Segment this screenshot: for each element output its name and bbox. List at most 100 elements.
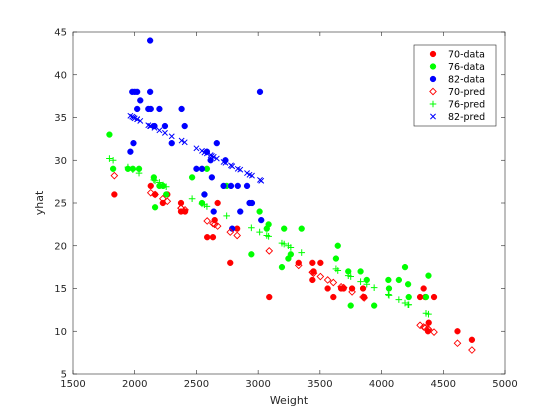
data-point xyxy=(109,165,117,172)
data-point xyxy=(208,153,215,159)
data-point xyxy=(359,285,367,292)
data-point xyxy=(161,122,169,130)
data-point xyxy=(201,191,208,198)
data-point xyxy=(150,176,158,184)
data-point xyxy=(329,278,338,287)
data-point xyxy=(168,133,175,140)
data-point xyxy=(226,228,235,236)
data-point xyxy=(454,328,461,335)
legend-label: 82-data xyxy=(448,75,485,86)
series-82-data xyxy=(127,37,265,232)
data-point xyxy=(134,88,141,95)
data-point xyxy=(229,163,236,170)
series-76-pred xyxy=(106,155,432,318)
y-tick-label: 10 xyxy=(54,327,67,338)
y-tick-label: 30 xyxy=(54,156,67,167)
legend-marker xyxy=(429,63,437,70)
data-point xyxy=(147,105,154,113)
legend-label: 76-data xyxy=(448,62,485,73)
data-point xyxy=(203,217,212,225)
data-point xyxy=(156,127,163,134)
data-point xyxy=(129,166,137,173)
data-point xyxy=(468,336,476,343)
data-point xyxy=(130,140,137,147)
legend-label: 76-pred xyxy=(448,100,485,111)
data-point xyxy=(159,194,167,203)
data-point xyxy=(317,259,324,267)
data-point xyxy=(453,339,462,348)
data-point xyxy=(181,139,188,146)
data-point xyxy=(151,124,158,131)
data-point xyxy=(385,285,393,292)
data-point xyxy=(109,156,117,164)
data-point xyxy=(134,116,141,123)
data-point xyxy=(106,155,113,162)
data-point xyxy=(337,282,345,291)
data-point xyxy=(198,165,206,172)
data-point xyxy=(181,206,189,214)
data-point xyxy=(395,296,403,303)
data-point xyxy=(211,216,218,224)
data-point xyxy=(181,208,189,215)
data-point xyxy=(233,231,241,240)
data-point xyxy=(137,117,144,124)
data-point xyxy=(188,174,196,181)
data-point xyxy=(404,281,412,288)
data-point xyxy=(363,280,371,288)
data-point xyxy=(220,182,227,190)
data-point xyxy=(309,259,316,267)
data-point xyxy=(234,182,241,190)
data-point xyxy=(248,251,255,258)
data-point xyxy=(256,228,263,236)
x-tick-label: 2000 xyxy=(122,379,147,390)
y-tick-label: 15 xyxy=(54,284,67,295)
data-point xyxy=(243,182,251,190)
data-point xyxy=(357,268,364,275)
data-point xyxy=(256,208,263,215)
legend-marker xyxy=(430,113,436,120)
data-point xyxy=(151,122,158,130)
data-point xyxy=(222,159,229,166)
legend-label: 82-pred xyxy=(448,112,485,123)
series-82-pred xyxy=(127,112,265,184)
legend-entry: 70-pred xyxy=(429,87,485,98)
data-point xyxy=(213,222,222,230)
legend-marker xyxy=(429,50,437,58)
data-point xyxy=(347,273,355,280)
data-point xyxy=(416,293,424,301)
data-point xyxy=(258,216,265,224)
x-tick-label: 3500 xyxy=(307,379,332,390)
data-point xyxy=(146,37,154,44)
legend-entry: 70-data xyxy=(429,50,485,61)
data-point xyxy=(156,105,163,113)
data-point xyxy=(151,177,159,185)
data-point xyxy=(430,328,438,336)
data-point xyxy=(419,323,428,331)
x-tick-label: 5000 xyxy=(492,379,517,390)
data-point xyxy=(106,131,113,138)
data-point xyxy=(156,179,163,186)
data-point xyxy=(422,293,430,301)
data-point xyxy=(135,169,143,177)
data-point xyxy=(162,183,170,191)
data-point xyxy=(357,278,364,285)
legend-entry: 76-pred xyxy=(429,100,485,111)
axes-box xyxy=(72,31,506,375)
data-point xyxy=(177,204,185,212)
data-point xyxy=(229,225,236,232)
data-point xyxy=(193,145,200,152)
data-point xyxy=(188,195,196,203)
data-point xyxy=(339,283,348,292)
data-point xyxy=(425,319,432,326)
data-point xyxy=(281,225,288,232)
data-point xyxy=(146,88,154,95)
data-point xyxy=(258,177,265,184)
data-point xyxy=(278,263,286,271)
data-point xyxy=(248,224,255,232)
data-point xyxy=(237,208,244,215)
data-point xyxy=(425,310,432,318)
data-point xyxy=(127,148,134,155)
data-point xyxy=(298,249,306,256)
